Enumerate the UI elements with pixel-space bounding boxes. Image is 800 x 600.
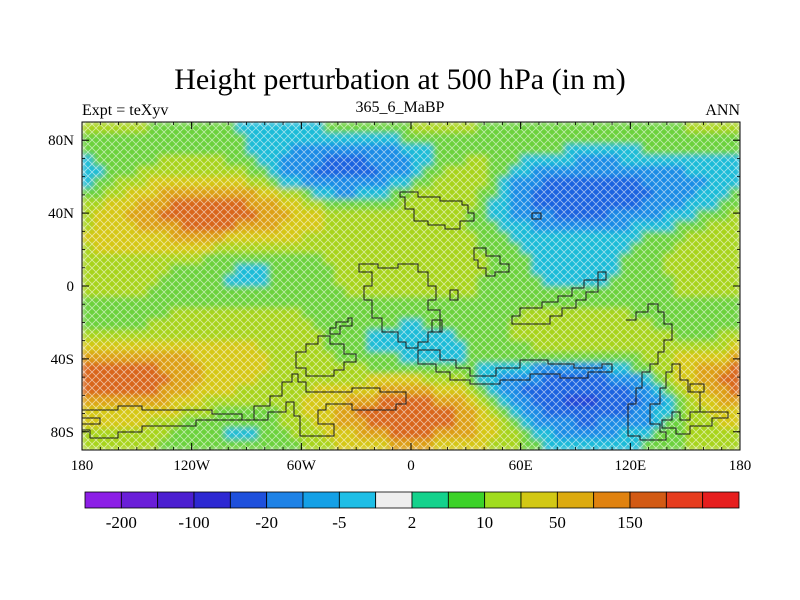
colorbar-label: 10 — [476, 513, 493, 532]
season-label: ANN — [705, 102, 740, 119]
colorbar-swatch — [484, 491, 522, 509]
colorbar-swatch — [447, 491, 486, 509]
colorbar-swatch — [84, 491, 122, 509]
coastline-segment — [531, 212, 542, 220]
colorbar-label: -100 — [178, 513, 209, 532]
coastline-segment — [82, 417, 101, 425]
coastline-segment — [295, 335, 357, 377]
x-tick-label: 120E — [614, 458, 646, 474]
coastline-segment — [689, 383, 705, 393]
y-tick-label: 0 — [67, 279, 75, 295]
colorbar-swatch — [702, 491, 740, 509]
colorbar-swatch — [411, 491, 449, 509]
coastline-segment — [82, 405, 243, 439]
hatch-overlay — [82, 122, 740, 450]
colorbar-swatch — [375, 491, 413, 509]
coastline-segment — [511, 271, 607, 325]
coastline-segment — [242, 373, 407, 437]
colorbar-swatch — [266, 491, 304, 509]
colorbar-label: 2 — [408, 513, 417, 532]
coastline-segment — [473, 247, 510, 277]
coastline-segment — [417, 349, 613, 385]
colorbar-swatch — [157, 491, 195, 509]
colorbar-label: 50 — [549, 513, 566, 532]
colorbar-swatch — [229, 491, 268, 509]
colorbar: -200 -100 -20 -5 2 10 50 150 — [84, 491, 740, 532]
coastline-segment — [329, 317, 353, 335]
y-tick-label: 40S — [51, 352, 74, 368]
y-tick-label: 80N — [48, 133, 74, 149]
colorbar-swatch — [593, 491, 631, 509]
colorbar-swatch — [338, 491, 377, 509]
colorbar-swatch — [629, 491, 667, 509]
coastline-outlines — [82, 191, 729, 441]
coastline-segment — [358, 263, 441, 349]
coastline-segment — [431, 319, 443, 333]
experiment-label: Expt = teXyv — [82, 102, 169, 119]
colorbar-label: -5 — [332, 513, 346, 532]
x-tick-label: 60E — [509, 458, 533, 474]
x-tick-label: 0 — [407, 458, 415, 474]
coastline-segment — [626, 303, 729, 441]
colorbar-label: -200 — [106, 513, 137, 532]
y-tick-label: 40N — [48, 206, 74, 222]
axis-ticks: 180 120W 60W 0 60E 120E 180 80N 40N 0 40S 80S — [48, 121, 752, 474]
colorbar-label: -20 — [255, 513, 278, 532]
y-tick-label: 80S — [51, 425, 74, 441]
x-tick-label: 120W — [173, 458, 211, 474]
colorbar-swatch — [665, 491, 704, 509]
colorbar-swatch — [302, 491, 340, 509]
experiment-period-label: 365_6_MaBP — [355, 99, 445, 116]
coastline-segment — [449, 289, 459, 301]
coastline-segment — [399, 191, 475, 230]
x-tick-label: 60W — [287, 458, 317, 474]
colorbar-swatch — [193, 491, 231, 509]
colorbar-swatch — [520, 491, 558, 509]
colorbar-label: 150 — [617, 513, 643, 532]
plot-title: Height perturbation at 500 hPa (in m) — [174, 63, 626, 96]
colorbar-swatch — [120, 491, 159, 509]
x-tick-label: 180 — [729, 458, 752, 474]
x-tick-label: 180 — [71, 458, 94, 474]
colorbar-swatch — [556, 491, 595, 509]
